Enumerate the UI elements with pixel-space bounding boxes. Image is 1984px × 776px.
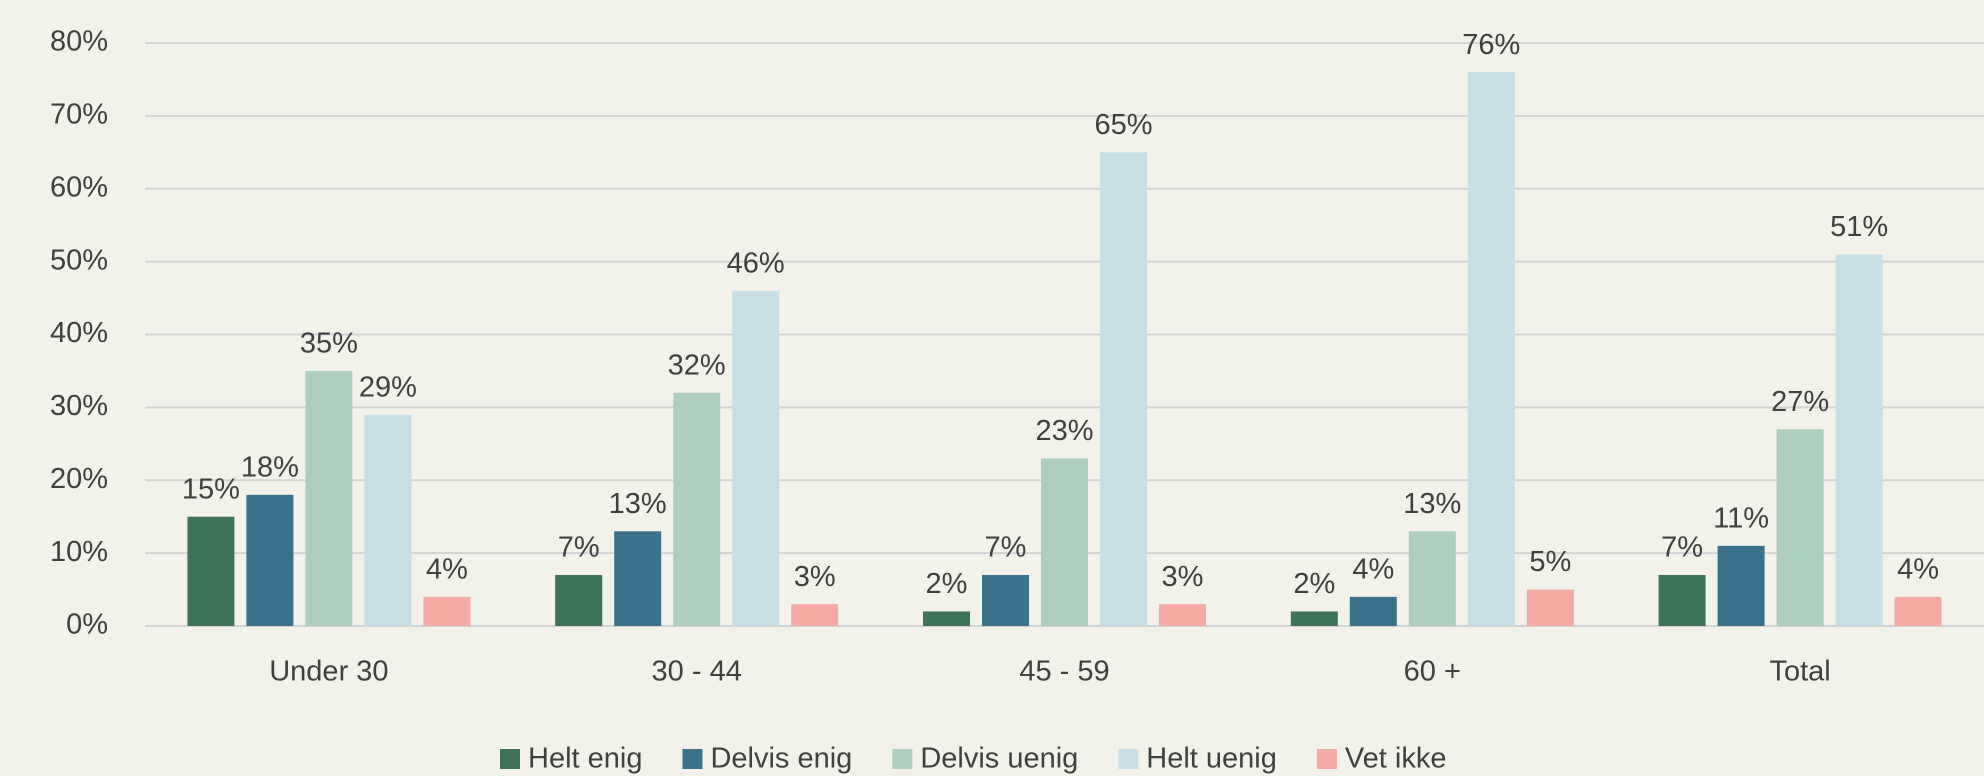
bar [187,516,235,626]
bar [614,531,662,626]
data-label: 65% [1094,109,1152,141]
bar [1408,531,1456,626]
legend-swatch [500,749,520,769]
data-label: 35% [300,328,358,360]
x-tick-label: Total [1769,656,1830,688]
bar [1041,458,1088,626]
data-label: 3% [794,561,836,593]
y-tick-label: 80% [50,26,108,58]
legend-swatch [892,749,913,769]
bar [791,604,839,626]
legend-label: Delvis uenig [920,743,1078,775]
data-label: 29% [359,371,417,403]
x-tick-label: 60 + [1404,656,1461,688]
data-label: 7% [558,532,600,564]
data-label: 3% [1162,561,1204,593]
legend-label: Vet ikke [1345,743,1447,775]
bar [673,392,721,626]
data-label: 23% [1035,415,1093,447]
y-tick-label: 20% [50,463,108,495]
data-label: 32% [668,349,726,381]
bar [732,290,780,626]
bar [555,574,603,626]
bar [1835,254,1883,626]
bar [1467,72,1515,626]
bar [1349,596,1397,626]
legend-label: Helt uenig [1146,743,1277,775]
bar [1159,604,1206,626]
bar [1526,589,1574,626]
data-label: 2% [926,568,968,600]
bar [923,611,970,626]
data-label: 51% [1830,211,1888,243]
data-label: 13% [1403,488,1461,520]
legend-label: Delvis enig [710,743,852,775]
data-label: 7% [985,532,1027,564]
data-label: 13% [609,488,667,520]
y-tick-label: 0% [66,609,108,641]
y-tick-label: 30% [50,390,108,422]
legend-swatch [1118,749,1139,769]
y-tick-label: 10% [50,536,108,568]
bar [423,596,471,626]
data-label: 4% [426,554,468,586]
bar [246,494,294,626]
data-label: 11% [1713,502,1769,534]
data-label: 76% [1462,29,1520,61]
data-label: 4% [1352,554,1394,586]
bar [364,414,412,626]
y-tick-label: 70% [50,99,108,131]
y-tick-label: 50% [50,244,108,276]
bar [305,370,353,626]
bar [1717,545,1765,626]
bar [1776,429,1824,626]
data-label: 4% [1897,554,1939,586]
bar [1658,574,1706,626]
data-label: 2% [1293,568,1335,600]
bar [1290,611,1338,626]
legend-swatch [682,749,703,769]
x-tick-label: 30 - 44 [652,656,742,688]
bar [1894,596,1942,626]
legend-label: Helt enig [528,743,642,775]
data-label: 46% [727,247,785,279]
data-label: 27% [1771,386,1829,418]
x-tick-label: Under 30 [269,656,388,688]
data-label: 5% [1529,546,1571,578]
y-tick-label: 40% [50,317,108,349]
x-tick-label: 45 - 59 [1019,656,1109,688]
y-tick-label: 60% [50,171,108,203]
bar [982,574,1029,626]
data-label: 7% [1661,532,1703,564]
data-label: 15% [182,473,240,505]
legend-swatch [1316,749,1337,769]
bar [1100,152,1147,626]
data-label: 18% [241,451,299,483]
